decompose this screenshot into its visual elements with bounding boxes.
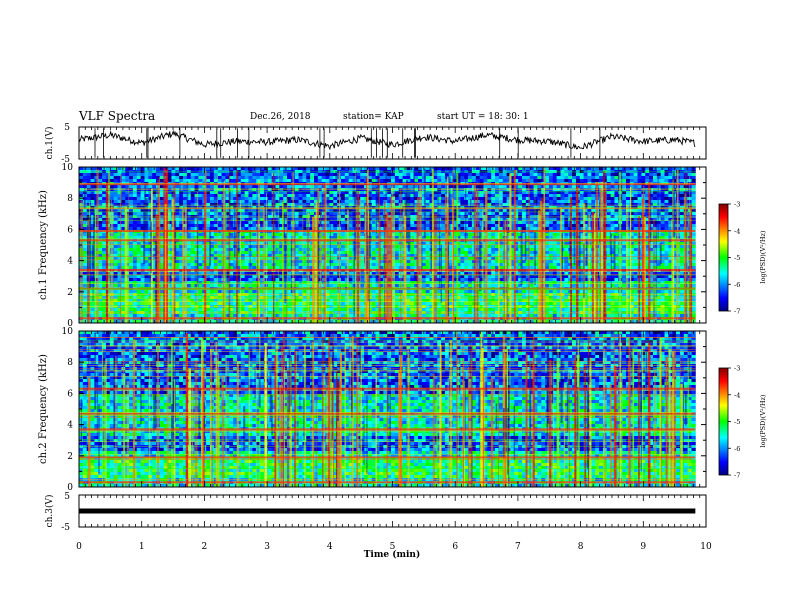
ytick-label: 4 xyxy=(67,257,73,267)
time-tick-label: 5 xyxy=(390,542,396,552)
time-tick-label: 4 xyxy=(327,542,333,552)
colorbar-tick-label: -3 xyxy=(734,201,740,209)
colorbar-tick-label: -3 xyxy=(734,365,740,373)
ch2-spectrogram-image xyxy=(79,331,696,487)
ytick-label: 8 xyxy=(67,194,73,204)
ch1-waveform-panel: 5 -5 ch.1(V) xyxy=(44,123,707,165)
ch1-spectrogram-yticks: 0 2 4 6 8 10 xyxy=(62,163,706,329)
ch2-spectrogram-panel: 0 2 4 6 8 10 ch.2 Frequency (kHz) xyxy=(38,327,707,493)
ch2-spectrogram-yticks: 0 2 4 6 8 10 xyxy=(62,327,706,493)
time-axis-tick-labels: 0 1 2 3 4 5 6 7 8 9 10 xyxy=(76,542,712,552)
ch2-spectrogram-ylabel: ch.2 Frequency (kHz) xyxy=(38,354,49,464)
ch1-ytick-5: 5 xyxy=(64,123,70,133)
chart-title: VLF Spectra xyxy=(79,109,156,123)
time-tick-label: 3 xyxy=(264,542,270,552)
ytick-label: 10 xyxy=(62,327,74,337)
ch3-waveform-ylabel: ch.3(V) xyxy=(44,495,55,528)
time-tick-label: 8 xyxy=(578,542,584,552)
station-label: station= KAP xyxy=(343,112,404,122)
start-time-label: start UT = 18: 30: 1 xyxy=(437,112,529,122)
time-tick-label: 2 xyxy=(202,542,208,552)
time-tick-label: 6 xyxy=(452,542,458,552)
ytick-label: 0 xyxy=(67,483,73,493)
colorbar-tick-label: -4 xyxy=(734,227,740,235)
colorbar-tick-label: -7 xyxy=(734,308,740,316)
colorbar-tick-label: -5 xyxy=(734,254,740,262)
ch3-waveform-panel: 5 -5 ch.3(V) xyxy=(44,492,707,533)
time-tick-label: 1 xyxy=(139,542,145,552)
time-tick-label: 9 xyxy=(640,542,646,552)
ch2-colorbar-gradient xyxy=(718,367,729,476)
ch2-colorbar-label: log(PSD)(V²/Hz) xyxy=(759,394,767,447)
colorbar-tick-label: -4 xyxy=(734,391,740,399)
ytick-label: 10 xyxy=(62,163,74,173)
ch1-spectrogram-image xyxy=(79,167,696,323)
time-axis-ticks xyxy=(78,127,707,527)
colorbar-tick-label: -7 xyxy=(734,472,740,480)
ch1-colorbar-gradient xyxy=(718,203,729,312)
ytick-label: 6 xyxy=(67,225,73,235)
ytick-label: 6 xyxy=(67,389,73,399)
time-axis-label: Time (min) xyxy=(364,549,421,560)
ch1-spectrogram-panel: 0 2 4 6 8 10 ch.1 Frequency (kHz) xyxy=(38,163,707,329)
ytick-label: 4 xyxy=(67,421,73,431)
ytick-label: 8 xyxy=(67,358,73,368)
ytick-label: 2 xyxy=(67,288,73,298)
colorbar-tick-label: -5 xyxy=(734,418,740,426)
ch2-colorbar: -3 -4 -5 -6 -7 log(PSD)(V²/Hz) xyxy=(718,365,767,480)
ytick-label: 0 xyxy=(67,319,73,329)
ytick-label: 2 xyxy=(67,452,73,462)
colorbar-tick-label: -6 xyxy=(734,281,740,289)
time-tick-label: 7 xyxy=(515,542,521,552)
date-label: Dec.26, 2018 xyxy=(250,112,311,122)
time-tick-label: 10 xyxy=(700,542,712,552)
time-tick-label: 0 xyxy=(76,542,82,552)
ch1-colorbar-label: log(PSD)(V²/Hz) xyxy=(759,230,767,283)
ch1-waveform-spikes xyxy=(94,128,601,158)
ch1-colorbar-ticks: -3 -4 -5 -6 -7 xyxy=(728,201,740,316)
ch1-spectrogram-ylabel: ch.1 Frequency (kHz) xyxy=(38,190,49,300)
ch3-ytick-5: 5 xyxy=(64,492,70,502)
ch1-ytick-minus5: -5 xyxy=(61,155,70,165)
ch1-colorbar: -3 -4 -5 -6 -7 log(PSD)(V²/Hz) xyxy=(718,201,767,316)
colorbar-tick-label: -6 xyxy=(734,445,740,453)
ch1-waveform-ylabel: ch.1(V) xyxy=(44,127,55,160)
ch3-ytick-minus5: -5 xyxy=(61,523,70,533)
ch2-colorbar-ticks: -3 -4 -5 -6 -7 xyxy=(728,365,740,480)
